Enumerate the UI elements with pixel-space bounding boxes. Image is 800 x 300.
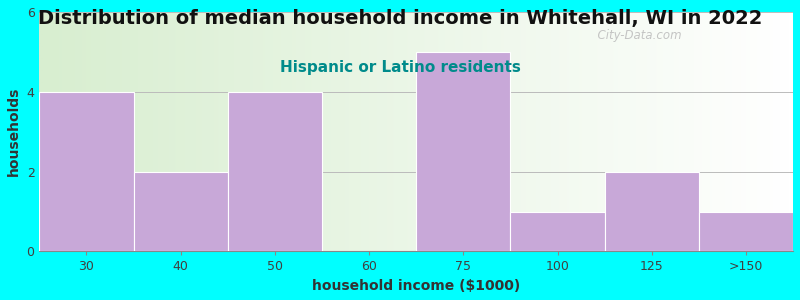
Bar <box>39 92 134 251</box>
Text: Hispanic or Latino residents: Hispanic or Latino residents <box>279 60 521 75</box>
Y-axis label: households: households <box>7 87 21 176</box>
Bar <box>699 212 793 251</box>
Bar <box>605 172 699 251</box>
Text: City-Data.com: City-Data.com <box>590 29 681 42</box>
Bar <box>416 52 510 251</box>
X-axis label: household income ($1000): household income ($1000) <box>312 279 520 293</box>
Text: Distribution of median household income in Whitehall, WI in 2022: Distribution of median household income … <box>38 9 762 28</box>
Bar <box>228 92 322 251</box>
Bar <box>134 172 228 251</box>
Bar <box>510 212 605 251</box>
